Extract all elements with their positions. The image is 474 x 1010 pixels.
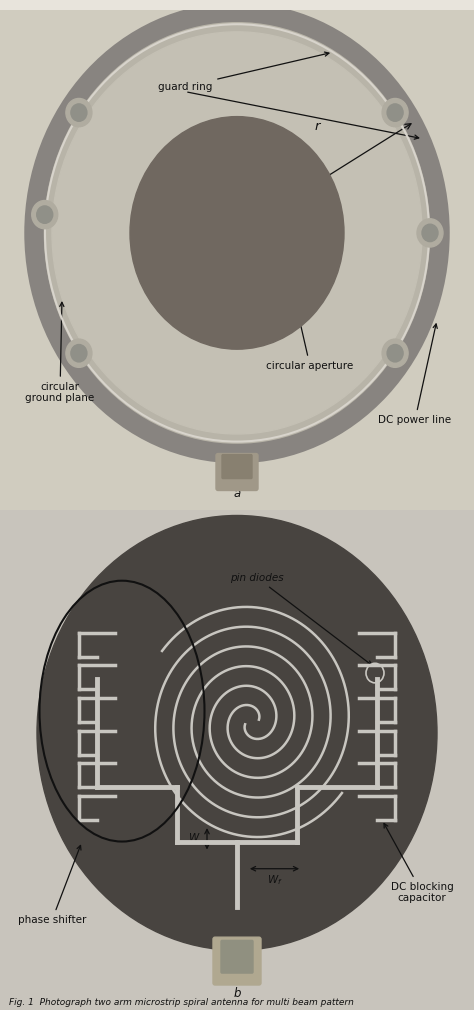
Circle shape — [422, 224, 438, 241]
FancyBboxPatch shape — [213, 937, 261, 985]
FancyBboxPatch shape — [216, 453, 258, 491]
Circle shape — [382, 98, 408, 126]
Circle shape — [66, 98, 92, 126]
Circle shape — [32, 10, 442, 456]
Text: Fig. 1  Photograph two arm microstrip spiral antenna for multi beam pattern: Fig. 1 Photograph two arm microstrip spi… — [9, 998, 355, 1007]
Text: $r_o$: $r_o$ — [286, 201, 298, 215]
Circle shape — [387, 344, 403, 362]
Text: phase shifter: phase shifter — [18, 845, 86, 925]
Text: circular
ground plane: circular ground plane — [26, 302, 95, 403]
Text: DC blocking
capacitor: DC blocking capacitor — [384, 823, 453, 903]
Circle shape — [52, 32, 422, 434]
Circle shape — [71, 344, 87, 362]
Text: W: W — [189, 833, 199, 843]
Text: circular aperture: circular aperture — [266, 313, 354, 371]
Text: guard ring: guard ring — [158, 53, 329, 92]
Circle shape — [37, 515, 437, 950]
Circle shape — [130, 116, 344, 349]
Text: a: a — [233, 487, 241, 500]
Circle shape — [66, 339, 92, 368]
Text: r: r — [314, 119, 320, 132]
FancyBboxPatch shape — [222, 454, 252, 479]
FancyBboxPatch shape — [221, 940, 253, 973]
Circle shape — [36, 206, 53, 223]
Text: b: b — [233, 987, 241, 1000]
Text: $W_f$: $W_f$ — [267, 873, 283, 887]
Circle shape — [382, 339, 408, 368]
Circle shape — [417, 219, 443, 247]
Circle shape — [32, 201, 58, 228]
Text: pin diodes: pin diodes — [230, 573, 372, 666]
Circle shape — [71, 104, 87, 121]
Circle shape — [387, 104, 403, 121]
Text: DC power line: DC power line — [378, 324, 452, 425]
